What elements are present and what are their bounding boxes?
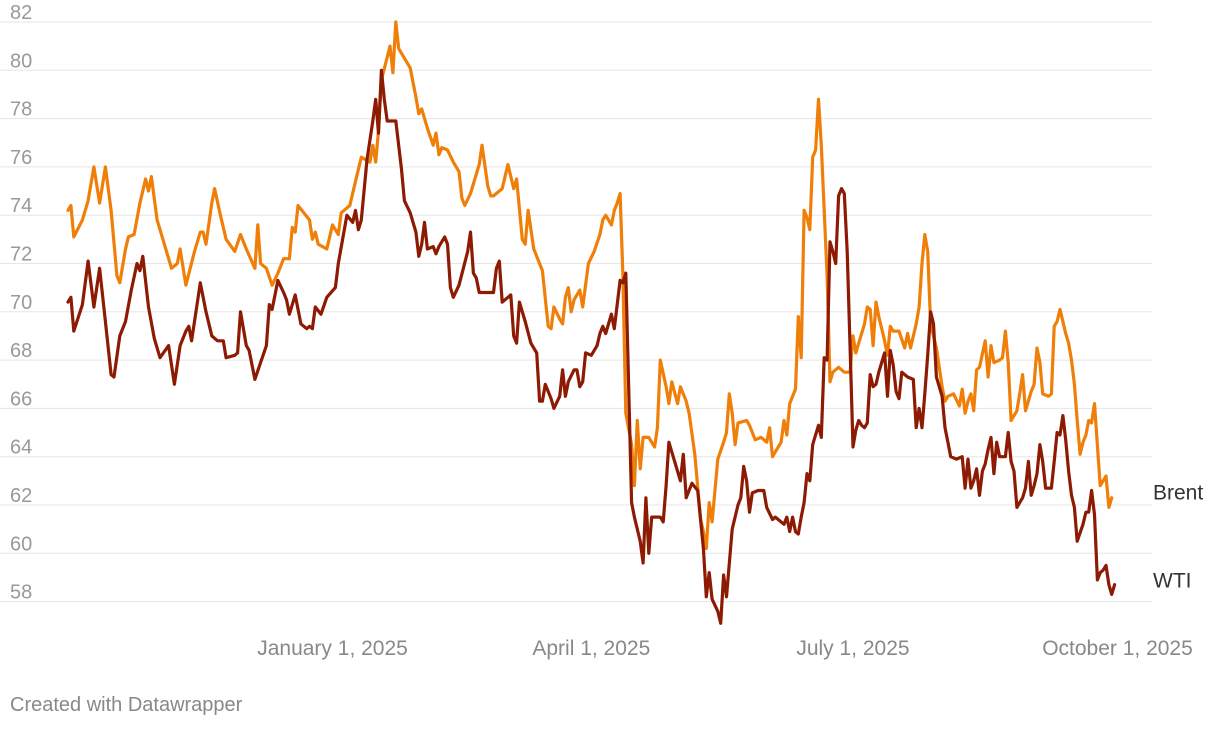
y-tick-label-78: 78 <box>10 99 32 121</box>
series-label-wti: WTI <box>1153 570 1191 593</box>
x-axis-ticks: January 1, 2025 April 1, 2025 July 1, 2025… <box>257 637 1193 660</box>
series-label-brent: Brent <box>1153 482 1203 505</box>
y-tick-label-70: 70 <box>10 292 32 314</box>
y-tick-label-76: 76 <box>10 147 32 169</box>
y-tick-label-72: 72 <box>10 244 32 266</box>
x-tick-label-3: October 1, 2025 <box>1042 637 1193 660</box>
y-tick-label-64: 64 <box>10 437 32 459</box>
series-lines <box>66 20 1117 625</box>
y-tick-label-62: 62 <box>10 485 32 507</box>
y-axis-ticks: 58 60 62 64 66 68 70 72 74 76 78 80 82 <box>10 2 32 604</box>
series-line-wti <box>66 68 1117 625</box>
line-chart: 58 60 62 64 66 68 70 72 74 76 78 80 82 January 1, 20… <box>0 2 1203 660</box>
y-tick-label-74: 74 <box>10 195 32 217</box>
series-line-brent <box>66 20 1114 551</box>
x-tick-label-0: January 1, 2025 <box>257 637 408 660</box>
y-tick-label-68: 68 <box>10 340 32 362</box>
y-tick-label-80: 80 <box>10 50 32 72</box>
y-tick-label-82: 82 <box>10 2 32 24</box>
x-tick-label-1: April 1, 2025 <box>532 637 650 660</box>
y-tick-label-60: 60 <box>10 533 32 555</box>
credit-text: Created with Datawrapper <box>10 694 243 716</box>
x-tick-label-2: July 1, 2025 <box>796 637 909 660</box>
gridlines <box>0 21 1152 603</box>
y-tick-label-58: 58 <box>10 582 32 604</box>
y-tick-label-66: 66 <box>10 388 32 410</box>
series-labels: Brent WTI <box>1153 482 1203 593</box>
